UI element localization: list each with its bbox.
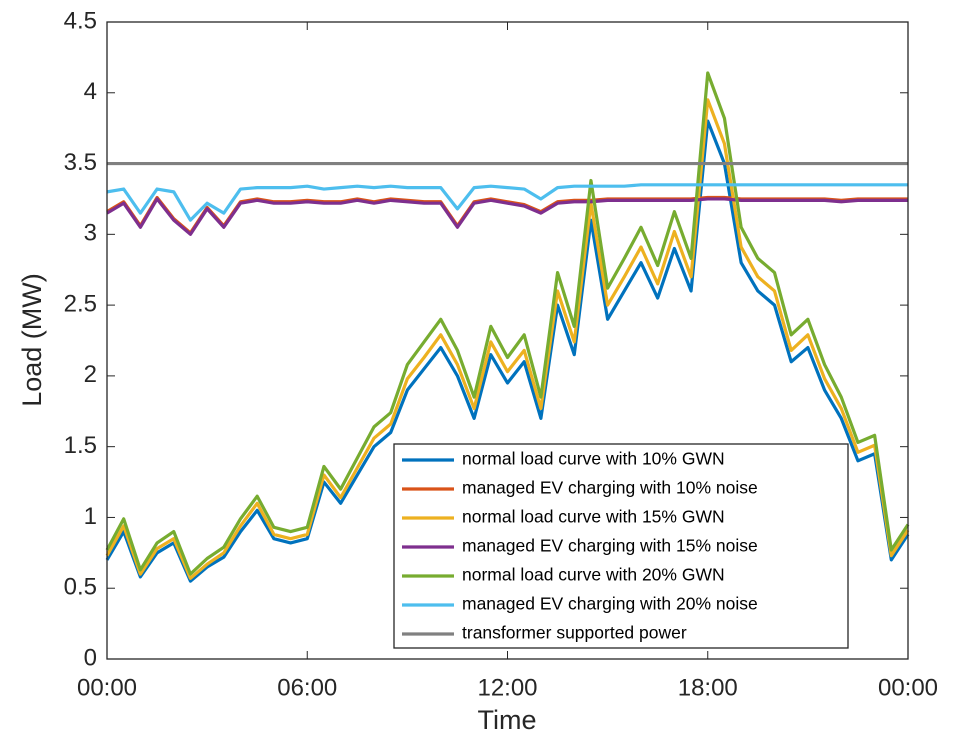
- series-line: [106, 183, 908, 222]
- legend-box: [393, 443, 849, 649]
- legend-label: managed EV charging with 15% noise: [462, 536, 758, 556]
- series-line: [105, 98, 910, 580]
- y-tick-label: 0.5: [64, 574, 97, 601]
- legend-label: managed EV charging with 20% noise: [462, 594, 758, 614]
- y-tick-label: 1.5: [64, 432, 97, 459]
- x-tick-label: 06:00: [277, 674, 337, 701]
- legend-label: transformer supported power: [462, 623, 687, 643]
- y-tick-label: 1: [84, 503, 97, 530]
- plot-frame: [106, 21, 909, 660]
- y-tick-label: 4.5: [64, 7, 97, 34]
- y-tick-label: 2.5: [64, 290, 97, 317]
- legend-label: normal load curve with 10% GWN: [462, 449, 725, 469]
- x-tick-label: 18:00: [678, 674, 738, 701]
- y-tick-label: 3: [84, 220, 97, 247]
- y-tick-label: 4: [84, 78, 97, 105]
- legend-label: normal load curve with 15% GWN: [462, 507, 725, 527]
- x-tick-label: 00:00: [77, 674, 137, 701]
- legend-label: managed EV charging with 10% noise: [462, 478, 758, 498]
- series-line: [105, 119, 910, 583]
- series-line: [106, 197, 908, 236]
- y-tick-label: 2: [84, 361, 97, 388]
- legend-label: normal load curve with 20% GWN: [462, 565, 725, 585]
- series-line: [105, 71, 910, 576]
- x-tick-label: 00:00: [878, 674, 938, 701]
- y-axis-label: Load (MW): [17, 273, 47, 407]
- legend: normal load curve with 10% GWN managed EV…: [393, 443, 849, 649]
- x-tick-label: 12:00: [477, 674, 537, 701]
- x-axis-label: Time: [478, 705, 537, 735]
- y-tick-label: 3.5: [64, 149, 97, 176]
- y-tick-label: 0: [84, 644, 97, 671]
